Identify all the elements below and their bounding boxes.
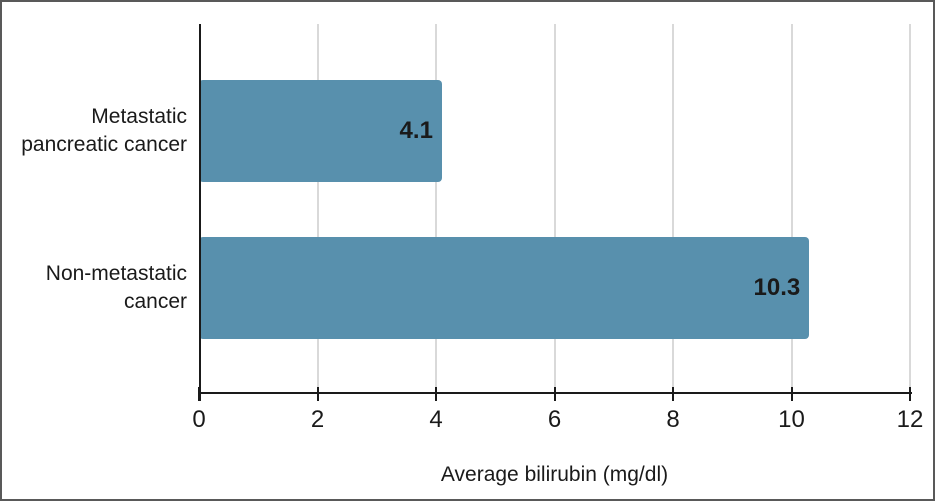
- gridline-x-2: [316, 24, 319, 394]
- tick-label-12: 12: [896, 406, 924, 433]
- tick-mark-10: [790, 387, 793, 401]
- y-axis-line: [199, 24, 201, 401]
- plot-area: 4.1 10.3: [199, 24, 912, 401]
- bar-value-label: 10.3: [753, 274, 801, 301]
- category-label-1: Non-metastatic cancer: [45, 262, 187, 313]
- gridline-x-6: [553, 24, 556, 394]
- gridline-x-8: [672, 24, 674, 394]
- category-label-0: Metastatic pancreatic cancer: [21, 105, 187, 156]
- tick-mark-0: [198, 387, 200, 401]
- tick-mark-2: [316, 387, 319, 401]
- bar-0: 4.1: [199, 80, 442, 182]
- tick-label-6: 6: [547, 406, 562, 433]
- x-axis-title: Average bilirubin (mg/dl): [440, 463, 669, 486]
- tick-label-10: 10: [778, 406, 805, 433]
- bar-1: 10.3: [199, 237, 810, 339]
- tick-label-2: 2: [310, 406, 325, 433]
- gridline-x-10: [790, 24, 793, 394]
- tick-label-4: 4: [429, 406, 443, 433]
- x-axis-line: [199, 392, 912, 394]
- tick-mark-8: [672, 387, 674, 401]
- tick-mark-4: [435, 387, 437, 401]
- tick-label-0: 0: [192, 406, 206, 433]
- bar-value-label: 4.1: [399, 117, 433, 144]
- gridline-x-4: [435, 24, 437, 394]
- tick-label-8: 8: [666, 406, 680, 433]
- gridline-x-12: [909, 24, 911, 394]
- tick-mark-12: [909, 387, 911, 401]
- tick-mark-6: [553, 387, 556, 401]
